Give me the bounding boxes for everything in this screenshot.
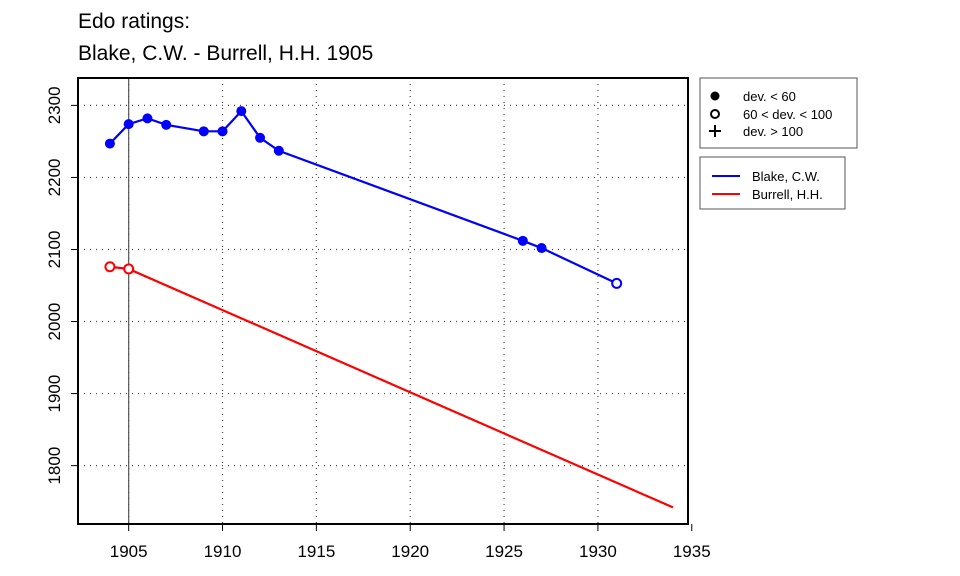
data-point bbox=[236, 106, 247, 117]
plot-frame bbox=[77, 77, 689, 525]
legend-label: Burrell, H.H. bbox=[752, 187, 823, 202]
series-line bbox=[109, 265, 674, 509]
x-tick-label: 1915 bbox=[297, 542, 335, 561]
x-tick-label: 1935 bbox=[673, 542, 711, 561]
data-point bbox=[273, 145, 284, 156]
data-point bbox=[142, 113, 153, 124]
x-axis: 1905 1910 1915 1920 1925 1930 1935 bbox=[110, 524, 711, 561]
series-legend: Blake, C.W. Burrell, H.H. bbox=[699, 156, 846, 210]
data-point bbox=[161, 119, 172, 130]
series-1 bbox=[104, 261, 674, 509]
grid bbox=[78, 78, 688, 524]
series-line bbox=[109, 109, 618, 285]
x-tick-label: 1920 bbox=[391, 542, 429, 561]
y-tick-label: 2200 bbox=[45, 159, 64, 197]
chart-title: Edo ratings: bbox=[78, 10, 190, 33]
legend-label: Blake, C.W. bbox=[752, 169, 820, 184]
y-axis: 1800 1900 2000 2100 2200 2300 bbox=[45, 86, 78, 485]
x-tick-label: 1910 bbox=[204, 542, 242, 561]
data-point bbox=[217, 126, 228, 137]
y-tick-label: 2000 bbox=[45, 303, 64, 341]
chart-subtitle: Blake, C.W. - Burrell, H.H. 1905 bbox=[78, 42, 373, 65]
legend-filled-circle-icon bbox=[710, 91, 720, 101]
y-tick-label: 1800 bbox=[45, 447, 64, 485]
marker-legend: dev. < 60 60 < dev. < 100 dev. > 100 bbox=[699, 77, 858, 149]
y-tick-label: 2300 bbox=[45, 86, 64, 124]
data-point bbox=[536, 243, 547, 254]
legend-label: dev. < 60 bbox=[743, 89, 796, 104]
data-point bbox=[104, 261, 116, 273]
data-point bbox=[104, 138, 115, 149]
x-tick-label: 1930 bbox=[579, 542, 617, 561]
y-tick-label: 2100 bbox=[45, 231, 64, 269]
data-point bbox=[198, 126, 209, 137]
y-tick-label: 1900 bbox=[45, 375, 64, 413]
legend-open-circle-icon bbox=[710, 109, 720, 119]
legend-plus-icon bbox=[709, 125, 721, 137]
x-tick-label: 1925 bbox=[485, 542, 523, 561]
data-point bbox=[517, 235, 528, 246]
legend-label: 60 < dev. < 100 bbox=[743, 107, 832, 122]
series-0 bbox=[104, 106, 623, 289]
legend-label: dev. > 100 bbox=[743, 124, 803, 139]
series-group bbox=[104, 106, 674, 509]
data-point bbox=[123, 119, 134, 130]
data-point bbox=[123, 263, 135, 275]
data-point bbox=[255, 132, 266, 143]
data-point bbox=[611, 277, 623, 289]
x-tick-label: 1905 bbox=[110, 542, 148, 561]
